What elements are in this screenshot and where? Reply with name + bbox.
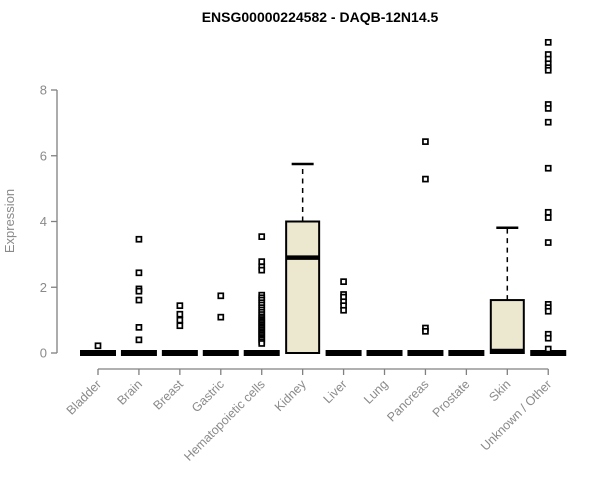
outlier-point [217,313,225,321]
collapsed-box [407,350,444,356]
outlier-point [217,292,225,300]
box-group-lung [366,350,403,356]
collapsed-box [325,350,362,356]
x-category-label-bladder: Bladder [64,377,104,417]
collapsed-box [161,350,198,356]
outlier-point [544,214,552,221]
box-group-hematopoietic-cells [243,233,280,356]
box-group-liver [325,278,362,356]
outlier-point [176,316,184,324]
outlier-point [544,38,552,46]
box-group-gastric [202,292,239,356]
outlier-point [258,233,266,240]
outlier-point [544,66,552,74]
x-category-label-lung: Lung [361,377,391,407]
collapsed-box [120,350,157,356]
y-tick-label: 8 [40,83,47,98]
x-category-label-hematopoietic-cells: Hematopoietic cells [181,377,268,464]
x-category-label-pancreas: Pancreas [384,377,431,424]
outlier-point [176,322,184,330]
y-tick-label: 6 [40,148,47,163]
outlier-point [544,307,552,315]
iqr-box [285,220,321,354]
outlier-point [135,235,143,243]
outlier-point [176,302,184,310]
box-group-pancreas [407,138,444,356]
outlier-point [422,138,429,145]
outlier-point [544,208,552,216]
box-group-bladder [80,342,116,356]
outlier-point [544,105,552,112]
collapsed-box [530,350,567,356]
box-group-brain [120,235,157,356]
x-category-label-kidney: Kidney [272,377,309,414]
chart-title: ENSG00000224582 - DAQB-12N14.5 [202,9,439,25]
x-category-label-skin: Skin [486,377,513,404]
x-category-label-brain: Brain [115,377,146,408]
outlier-point [544,345,552,353]
box-group-breast [161,302,198,356]
y-axis: 0 2 4 6 8 [40,83,58,361]
outlier-point [176,310,184,318]
outlier-point [135,296,143,304]
outlier-point [544,118,552,126]
collapsed-box [80,350,116,356]
outlier-point [544,239,552,246]
outlier-point [135,324,143,331]
collapsed-box [243,350,280,356]
outlier-point [135,269,143,277]
plot-area: 0 2 4 6 8 Bladder Brain Breast GastricHematopoie… [40,38,567,464]
x-category-label-unknown-other: Unknown / Other [478,377,554,453]
outlier-point [135,336,143,344]
box-group-prostate [448,350,485,356]
y-tick-label: 2 [40,280,47,295]
outlier-point [135,287,143,295]
outlier-point [340,278,347,286]
x-category-label-liver: Liver [321,377,350,406]
x-category-label-breast: Breast [151,377,187,413]
collapsed-box [448,350,485,356]
x-category-label-gastric: Gastric [189,377,227,415]
iqr-box [489,299,525,355]
outlier-point [422,327,429,335]
outlier-point [94,342,102,350]
outlier-point [258,266,266,274]
outlier-point [258,258,266,265]
outlier-point [544,334,552,342]
collapsed-box [202,350,239,356]
box-group-unknown-other [530,38,567,356]
y-tick-label: 4 [40,214,47,229]
outlier-point [340,306,347,314]
outlier-point [544,164,552,172]
box-group-kidney [285,162,321,354]
y-axis-label: Expression [2,189,17,253]
outlier-point [258,340,266,347]
x-category-label-prostate: Prostate [430,377,473,420]
outlier-point [422,175,429,183]
box-group-skin [489,226,525,355]
collapsed-box [366,350,403,356]
y-tick-label: 0 [40,346,47,361]
